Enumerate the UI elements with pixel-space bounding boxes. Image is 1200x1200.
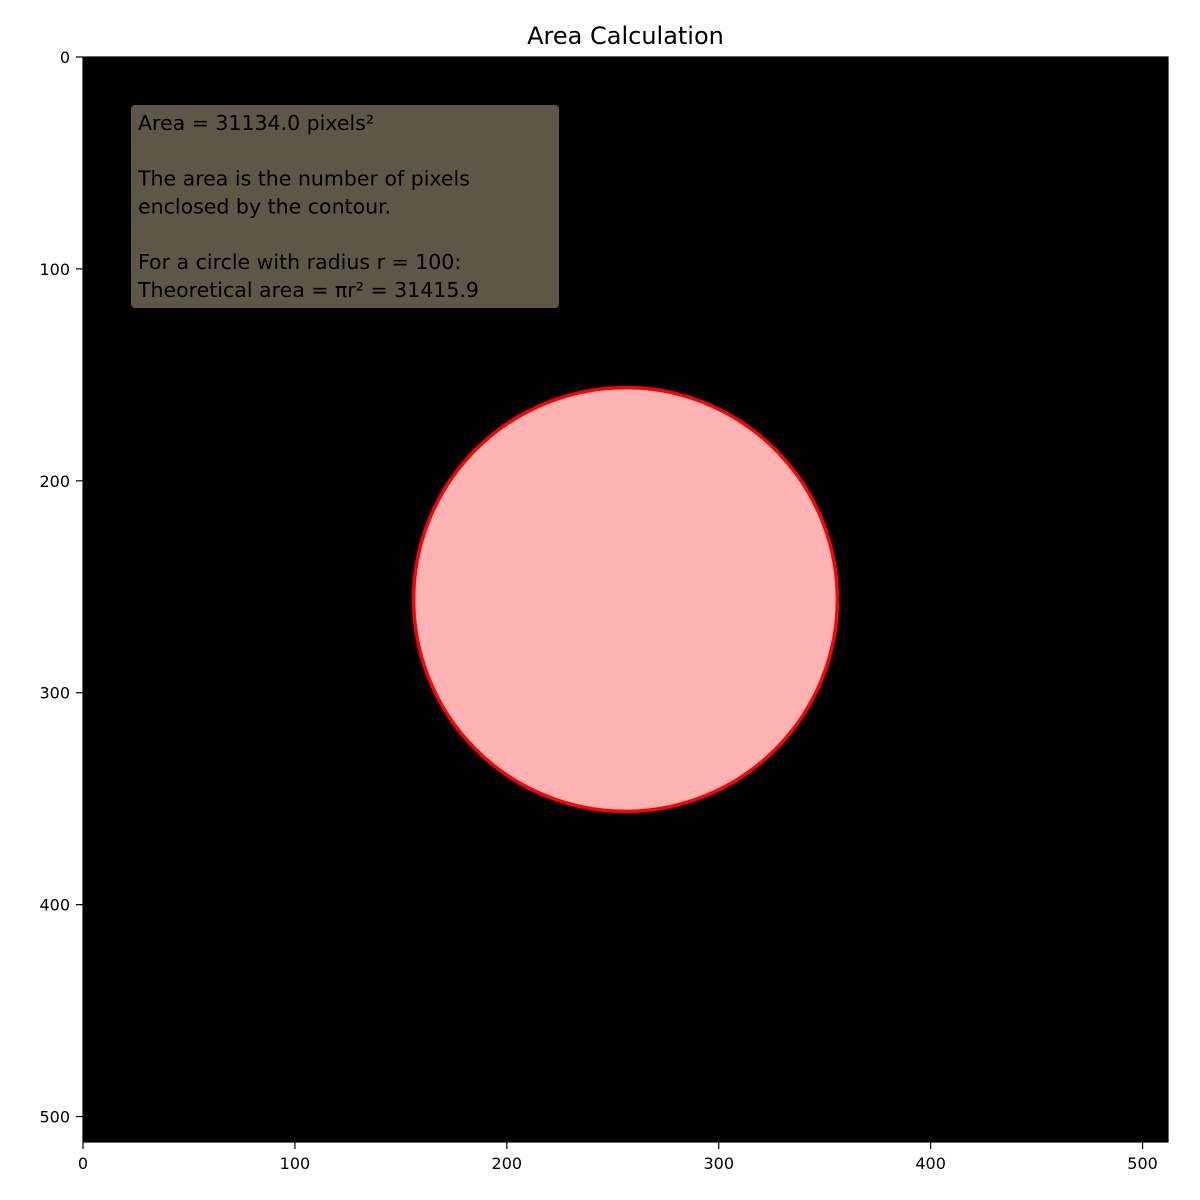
y-tick-label: 400 bbox=[39, 896, 70, 915]
annotation-line: Area = 31134.0 pixels² bbox=[138, 111, 374, 135]
x-tick-label: 300 bbox=[703, 1154, 734, 1173]
annotation-line: enclosed by the contour. bbox=[138, 194, 391, 218]
x-tick-label: 100 bbox=[280, 1154, 311, 1173]
y-axis: 0 100 200 300 400 500 bbox=[39, 48, 83, 1127]
annotation-line: Theoretical area = πr² = 31415.9 bbox=[137, 278, 479, 302]
x-tick-label: 400 bbox=[915, 1154, 946, 1173]
y-tick-label: 0 bbox=[60, 48, 70, 67]
annotation-box: Area = 31134.0 pixels² The area is the nu… bbox=[131, 105, 559, 308]
contour-edge bbox=[411, 385, 840, 814]
annotation-background bbox=[131, 105, 559, 308]
y-tick-label: 200 bbox=[39, 472, 70, 491]
annotation-line: The area is the number of pixels bbox=[137, 167, 470, 191]
x-axis: 0 100 200 300 400 500 bbox=[78, 1142, 1158, 1173]
y-tick-label: 100 bbox=[39, 260, 70, 279]
y-tick-label: 300 bbox=[39, 684, 70, 703]
chart-title: Area Calculation bbox=[527, 22, 724, 50]
y-tick-label: 500 bbox=[39, 1108, 70, 1127]
x-tick-label: 0 bbox=[78, 1154, 88, 1173]
contour-fill bbox=[413, 387, 838, 812]
annotation-line: For a circle with radius r = 100: bbox=[138, 250, 461, 274]
axes-frame bbox=[82, 56, 1169, 1143]
x-tick-label: 500 bbox=[1127, 1154, 1158, 1173]
x-tick-label: 200 bbox=[492, 1154, 523, 1173]
